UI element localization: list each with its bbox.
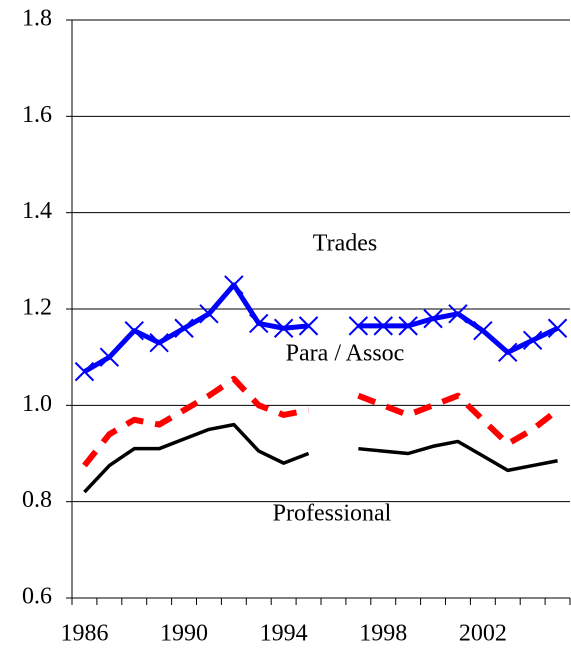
marker — [273, 318, 294, 338]
series-line — [82, 375, 560, 468]
x-tick-label: 2002 — [459, 621, 507, 647]
y-tick-label: 1.6 — [22, 102, 52, 128]
series-label: Para / Assoc — [286, 341, 405, 367]
marker — [373, 316, 393, 336]
y-tick-label: 1.4 — [22, 198, 52, 224]
marker — [124, 320, 144, 341]
marker — [174, 318, 194, 338]
marker — [224, 275, 244, 295]
x-tick-label: 1994 — [260, 621, 308, 647]
marker — [74, 361, 95, 382]
marker — [398, 316, 418, 336]
y-tick-label: 1.0 — [22, 391, 52, 417]
y-tick-label: 0.8 — [22, 487, 52, 513]
marker — [298, 316, 319, 336]
marker — [547, 318, 568, 338]
marker — [473, 320, 493, 341]
marker — [149, 333, 169, 353]
y-tick-label: 1.2 — [22, 295, 52, 321]
marker — [249, 313, 269, 334]
y-tick-label: 0.6 — [22, 584, 52, 610]
series-label: Professional — [273, 501, 392, 527]
series-label: Trades — [313, 231, 377, 257]
marker — [448, 304, 468, 324]
series-line — [83, 422, 558, 494]
x-tick-label: 1986 — [60, 621, 108, 647]
y-tick-label: 1.8 — [22, 6, 52, 32]
x-tick-label: 1990 — [160, 621, 208, 647]
marker — [348, 316, 369, 336]
marker — [199, 304, 219, 324]
marker — [99, 347, 120, 367]
marker — [423, 308, 443, 329]
x-tick-label: 1998 — [359, 621, 407, 647]
marker — [522, 330, 543, 351]
marker — [498, 342, 518, 363]
